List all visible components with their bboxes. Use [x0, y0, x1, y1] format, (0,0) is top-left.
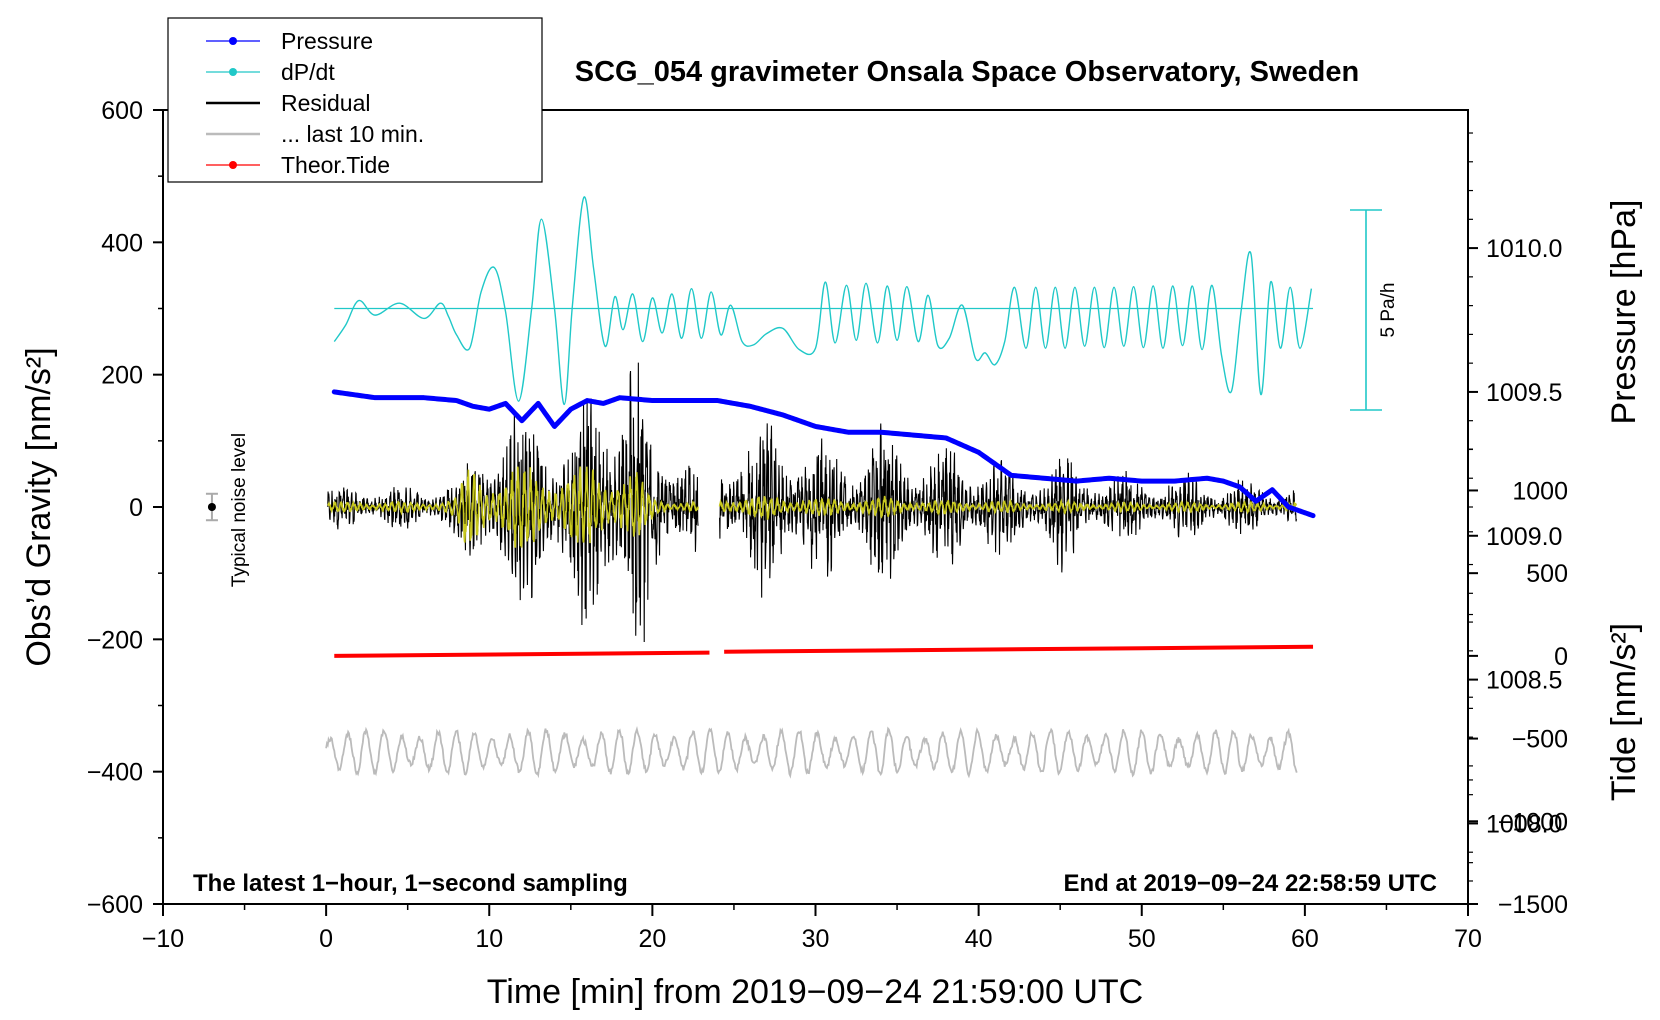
x-axis-ticks: −10 0 10 20 30 40 50 60 70 [142, 904, 1482, 953]
tide-axis-ticks: −1500 −1000 −500 0 500 1000 [1468, 448, 1568, 919]
pressure-tick-label: 1009.5 [1486, 379, 1562, 407]
legend-label: ... last 10 min. [281, 121, 424, 147]
tide-tick-label: −1000 [1498, 808, 1568, 836]
pressure-axis-ticks: 1008.0 1008.5 1009.0 1009.5 1010.0 [1468, 132, 1562, 882]
dpdt-scale-bar [1350, 209, 1382, 411]
dpdt-scale-label: 5 Pa/h [1378, 283, 1399, 338]
tide-line-seg1 [334, 650, 710, 658]
x-tick-label: 40 [965, 925, 993, 953]
y-tick-label: 0 [129, 494, 143, 522]
tide-tick-label: 1000 [1512, 477, 1568, 505]
y-tick-label: −200 [87, 626, 143, 654]
annotation-bottom-right: End at 2019−09−24 22:58:59 UTC [1063, 870, 1437, 897]
y-tick-label: −600 [87, 891, 143, 919]
x-tick-label: 60 [1291, 925, 1319, 953]
legend-label: Residual [281, 90, 371, 116]
tide-tick-label: −1500 [1498, 891, 1568, 919]
legend-label: Theor.Tide [281, 152, 390, 178]
y-axis-label-pressure: Pressure [hPa] [1605, 200, 1643, 425]
y-tick-label: 200 [101, 362, 143, 390]
dpdt-line [333, 196, 1313, 406]
noise-level-label: Typical noise level [229, 433, 250, 587]
x-tick-label: 0 [319, 925, 333, 953]
pressure-line [331, 389, 1316, 519]
series-theor-tide [334, 644, 1314, 658]
noise-level-marker [205, 492, 218, 522]
x-tick-label: 10 [475, 925, 503, 953]
tide-tick-label: 500 [1526, 560, 1568, 588]
x-tick-label: 70 [1454, 925, 1482, 953]
x-tick-label: 50 [1128, 925, 1156, 953]
pressure-tick-label: 1008.5 [1486, 667, 1562, 695]
y-tick-label: −400 [87, 759, 143, 787]
x-tick-label: −10 [142, 925, 184, 953]
x-axis-label: Time [min] from 2019−09−24 21:59:00 UTC [487, 973, 1143, 1011]
series-pressure [331, 389, 1316, 519]
y-tick-label: 400 [101, 229, 143, 257]
x-tick-label: 20 [638, 925, 666, 953]
legend-label: Pressure [281, 28, 373, 54]
tide-tick-label: −500 [1512, 726, 1568, 754]
y-axis-ticks: −600 −400 −200 0 200 400 600 [87, 97, 163, 919]
residual-filtered-line [327, 466, 1298, 548]
pressure-tick-label: 1008.0 [1486, 810, 1562, 838]
tide-tick-label: 0 [1554, 643, 1568, 671]
last-10-min-line [325, 726, 1298, 779]
legend-label: dP/dt [281, 59, 335, 85]
series-dpdt [333, 196, 1314, 406]
chart-title: SCG_054 gravimeter Onsala Space Observat… [575, 56, 1359, 88]
legend-marker [229, 161, 237, 169]
legend: Pressure dP/dt Residual ... last 10 min. The… [167, 17, 543, 183]
pressure-tick-label: 1009.0 [1486, 523, 1562, 551]
legend-box [167, 17, 543, 183]
y-axis-label-left: Obs’d Gravity [nm/s²] [20, 347, 58, 666]
series-residual-filtered [327, 466, 1298, 548]
pressure-tick-label: 1010.0 [1486, 235, 1562, 263]
annotation-bottom-left: The latest 1−hour, 1−second sampling [193, 870, 628, 897]
tide-line-seg2 [724, 644, 1314, 654]
series-last-10-min [325, 726, 1298, 779]
x-tick-label: 30 [802, 925, 830, 953]
y-tick-label: 600 [101, 97, 143, 125]
y-axis-label-tide: Tide [nm/s²] [1605, 623, 1643, 801]
noise-point [207, 503, 216, 511]
legend-marker [229, 68, 237, 76]
legend-marker [229, 37, 237, 45]
